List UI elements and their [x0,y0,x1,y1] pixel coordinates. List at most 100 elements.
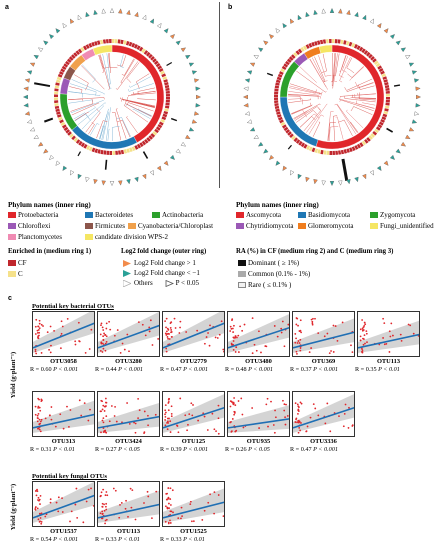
tree-branch [130,90,156,95]
abundance-bar [44,117,54,123]
p-value: P < 0.05 [118,446,140,453]
enriched-ring-cell [351,42,356,48]
data-point [382,317,385,320]
fold-change-triangle [282,22,288,29]
data-point [286,415,289,417]
enriched-ring-cell [383,110,389,115]
abundance-bar [341,158,349,181]
data-point [147,414,149,417]
data-point [273,431,276,434]
data-point [234,404,237,407]
data-point [222,348,224,351]
data-point [229,325,232,328]
data-point [34,506,37,508]
enriched-ring-cell [343,149,348,154]
data-point [39,420,42,423]
data-point [203,342,206,345]
data-point [38,322,41,325]
confidence-band [33,482,94,523]
p-value: P < 0.01 [118,536,140,543]
legend-label: Ascomycota [246,211,281,219]
enriched-ring-cell [91,147,96,153]
data-point [49,325,52,328]
data-point [36,490,39,493]
data-point [231,430,233,433]
correlation-stat: R = 0.44 P < 0.001 [95,366,143,373]
data-point [104,333,107,336]
fold-change-triangle [415,103,421,108]
data-point [383,343,386,346]
r-value: R = 0.47 [160,366,184,373]
tree-branch [288,91,319,96]
enriched-ring-cell [378,68,384,73]
enriched-ring-cell [57,73,63,78]
legend-label: Fungi_unidentified [380,222,434,230]
data-point [213,512,216,515]
tree-branch [138,109,152,117]
fold-change-triangle [156,22,162,29]
data-point [61,511,64,513]
data-point [208,344,211,347]
data-point [311,322,314,325]
tree-arc [96,123,100,125]
data-point [328,352,331,355]
data-point [166,333,169,335]
regression-line [293,331,354,349]
tree-arc [325,91,327,93]
tree-arc [112,126,120,128]
fold-change-triangle [275,28,281,34]
tree-branch [347,82,374,92]
data-point [209,324,211,327]
enriched-ring-cell [75,50,80,56]
abundance-bar [77,151,82,157]
fold-change-triangle [243,86,249,91]
data-point [101,510,104,513]
data-point [218,333,221,336]
correlation-stat: R = 0.31 P < 0.01 [30,446,75,453]
data-point [92,504,94,507]
fold-change-triangle [175,40,181,46]
data-point [274,416,277,419]
fold-change-triangle [37,47,44,53]
tree-arc [124,103,126,106]
legend-label: Others [134,279,153,287]
enriched-ring-cell [340,149,345,155]
enriched-ring-cell [97,149,101,154]
tree-arc [330,126,339,128]
data-point [169,522,172,524]
tree-branch [73,112,85,120]
enriched-ring-cell [85,44,90,49]
enriched-ring-cell [139,142,144,148]
data-point [273,325,276,327]
fold-change-triangle [405,55,411,60]
enriched-ring-cell [384,105,390,109]
data-point [172,511,174,514]
enriched-ring-cell [303,143,308,149]
legend-swatch [236,223,244,229]
data-point [134,518,137,521]
orange-triangle-icon [123,259,131,267]
tree-branch [303,110,322,132]
tree-arc [355,81,359,89]
tree-branch [100,54,110,89]
data-point [362,338,365,340]
tree-branch [343,119,353,137]
data-point [390,322,393,325]
data-point [300,331,303,334]
data-point [35,318,38,321]
enriched-c-item: C [8,270,23,278]
data-point [126,333,129,336]
fold-change-triangle [185,134,191,139]
tree-branch [77,102,106,125]
tree-branch [114,112,122,141]
data-point [85,500,88,503]
legend-label: Rare ( ≤ 0.1% ) [248,281,292,289]
data-point [34,405,37,408]
enriched-ring-cell [94,148,99,154]
enriched-ring-cell [375,62,381,68]
regression-line [228,418,289,429]
legend-label: Chloroflexi [18,222,51,230]
tree-branch [293,111,308,120]
fold-change-triangle [101,8,106,14]
enriched-ring-cell [112,150,116,155]
